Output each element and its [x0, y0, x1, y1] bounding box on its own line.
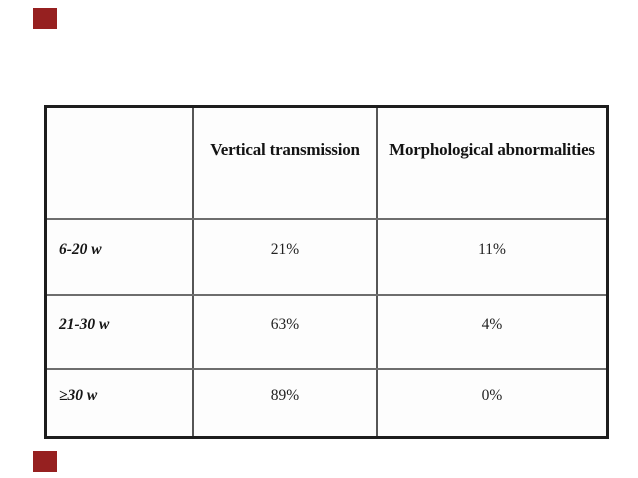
value-cell: 89% — [192, 367, 378, 439]
table-header-row: Vertical transmission Morphological abno… — [44, 105, 609, 220]
value-cell: 4% — [376, 293, 609, 370]
table-row: 6-20 w 21% 11% — [44, 217, 609, 296]
value-cell: 21% — [192, 217, 378, 296]
column-header-morphological-abnormalities: Morphological abnormalities — [376, 105, 609, 220]
value-cell: 63% — [192, 293, 378, 370]
row-label-ge-30w: ≥30 w — [44, 367, 194, 439]
transmission-table: Vertical transmission Morphological abno… — [44, 105, 609, 439]
value-cell: 11% — [376, 217, 609, 296]
table-row: ≥30 w 89% 0% — [44, 367, 609, 439]
table-row: 21-30 w 63% 4% — [44, 293, 609, 370]
column-header-vertical-transmission: Vertical transmission — [192, 105, 378, 220]
red-marker-bottom — [33, 451, 57, 472]
row-label-21-30w: 21-30 w — [44, 293, 194, 370]
row-label-6-20w: 6-20 w — [44, 217, 194, 296]
corner-cell — [44, 105, 194, 220]
red-marker-top — [33, 8, 57, 29]
value-cell: 0% — [376, 367, 609, 439]
